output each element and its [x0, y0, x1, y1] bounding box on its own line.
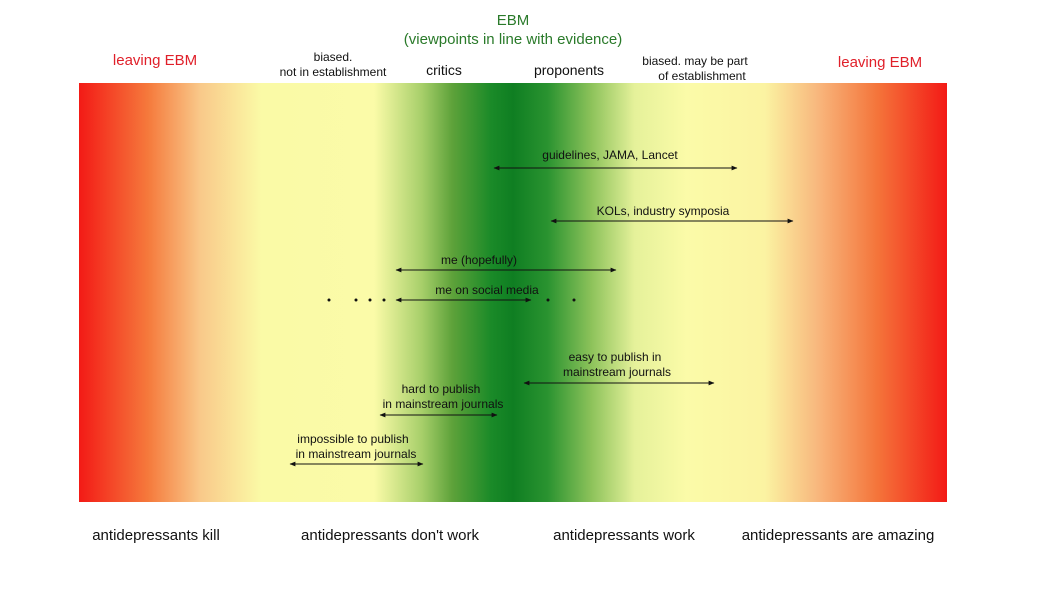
proponents-label: proponents: [533, 62, 605, 78]
kols-label: KOLs, industry symposia: [596, 204, 730, 218]
impossible-to-publish-line2: in mainstream journals: [295, 447, 417, 461]
hard-to-publish-line2: in mainstream journals: [382, 397, 504, 411]
me-hopefully-label: me (hopefully): [440, 253, 518, 267]
easy-to-publish-line1: easy to publish in: [568, 350, 662, 364]
hard-to-publish-line1: hard to publish: [401, 382, 481, 396]
guidelines-label: guidelines, JAMA, Lancet: [542, 148, 678, 162]
leaving-ebm-right-label: leaving EBM: [837, 54, 923, 71]
ellipsis-dots-right: [546, 298, 576, 302]
bottom-label-work: antidepressants work: [553, 527, 695, 544]
leaving-ebm-left-label: leaving EBM: [112, 52, 198, 69]
me-social-media-label: me on social media: [435, 283, 539, 297]
bottom-label-dont-work: antidepressants don't work: [301, 527, 479, 544]
biased-left-line1: biased.: [313, 50, 353, 64]
ebm-subtitle: (viewpoints in line with evidence): [403, 31, 623, 48]
impossible-to-publish-line1: impossible to publish: [297, 432, 409, 446]
ebm-title: EBM: [496, 12, 530, 29]
ellipsis-dots-left: [327, 298, 386, 302]
bottom-label-amazing: antidepressants are amazing: [741, 527, 935, 544]
evidence-spectrum-band: [79, 83, 947, 502]
easy-to-publish-line2: mainstream journals: [562, 365, 672, 379]
bottom-label-kill: antidepressants kill: [92, 527, 220, 544]
biased-left-line2: not in establishment: [279, 65, 387, 79]
critics-label: critics: [426, 62, 462, 78]
biased-right-line1: biased. may be part: [642, 54, 748, 68]
biased-right-line2: of establishment: [658, 69, 746, 83]
